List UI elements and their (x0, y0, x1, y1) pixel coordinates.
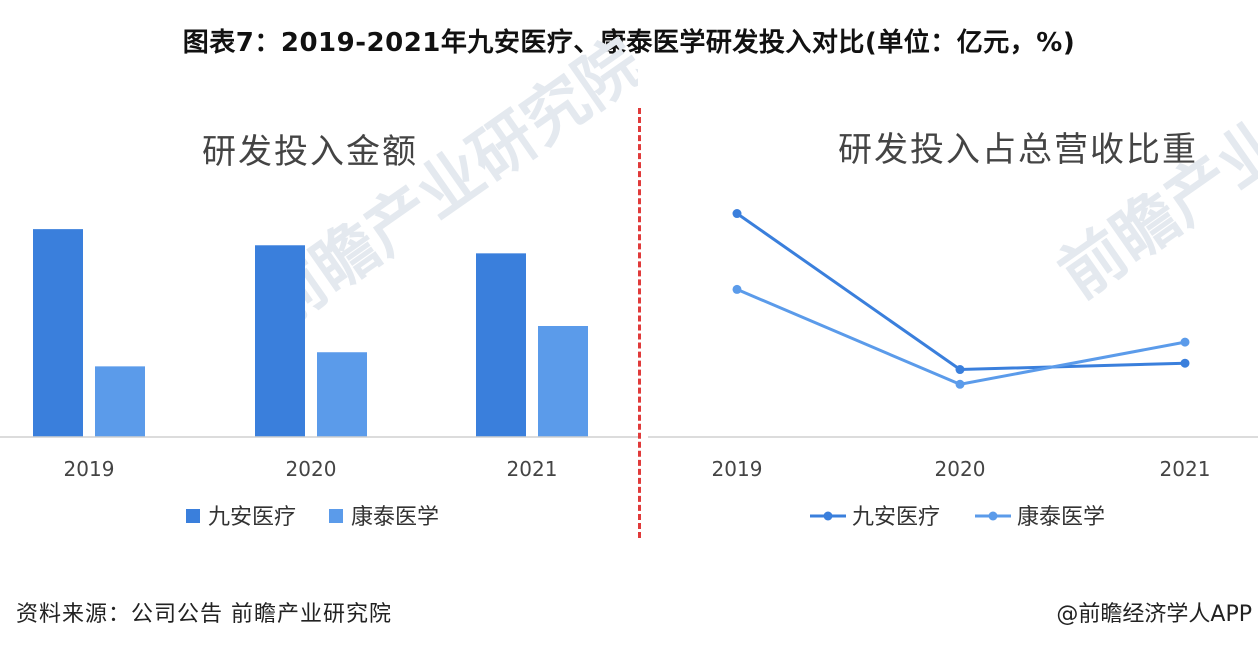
panel-divider (638, 108, 641, 538)
line-point-2019-kangtai (732, 284, 742, 294)
bar-2021-jiuan (476, 253, 526, 437)
legend-swatch-jiuan (186, 509, 200, 523)
bar-x-tick: 2020 (286, 457, 337, 481)
page-title: 图表7：2019-2021年九安医疗、康泰医学研发投入对比(单位：亿元，%) (182, 28, 1076, 58)
legend-marker-jiuan (823, 511, 833, 521)
line-chart-title: 研发投入占总营收比重 (838, 130, 1198, 170)
bar-2021-kangtai (538, 326, 588, 437)
legend-swatch-kangtai (329, 509, 343, 523)
line-point-2019-jiuan (732, 209, 742, 219)
credit-note: @前瞻经济学人APP (1056, 602, 1252, 627)
legend-marker-kangtai (988, 511, 998, 521)
bar-chart: 前瞻产业研究院 研发投入金额 2019 2020 2021 九安医疗 康泰医学 (0, 26, 638, 530)
bar-x-tick: 2019 (64, 457, 115, 481)
bar-2020-jiuan (255, 245, 305, 437)
line-x-tick: 2021 (1160, 457, 1211, 481)
bar-2019-kangtai (95, 366, 145, 437)
line-legend-label-kangtai: 康泰医学 (1017, 505, 1105, 530)
legend-label-jiuan: 九安医疗 (208, 505, 296, 530)
line-point-2020-jiuan (955, 365, 965, 375)
line-point-2021-kangtai (1180, 337, 1190, 347)
line-point-2020-kangtai (955, 379, 965, 389)
line-chart: 前瞻产业研究院 研发投入占总营收比重 2019 2020 2021 九安医疗 康泰医学 (648, 0, 1258, 530)
bar-2019-jiuan (33, 229, 83, 437)
line-x-tick: 2019 (712, 457, 763, 481)
source-note: 资料来源：公司公告 前瞻产业研究院 (16, 602, 392, 627)
line-legend-label-jiuan: 九安医疗 (852, 505, 940, 530)
bar-chart-title: 研发投入金额 (202, 132, 418, 172)
line-x-tick: 2020 (935, 457, 986, 481)
bar-x-tick: 2021 (507, 457, 558, 481)
legend-label-kangtai: 康泰医学 (351, 505, 439, 530)
line-point-2021-jiuan (1180, 358, 1190, 368)
bar-2020-kangtai (317, 352, 367, 437)
